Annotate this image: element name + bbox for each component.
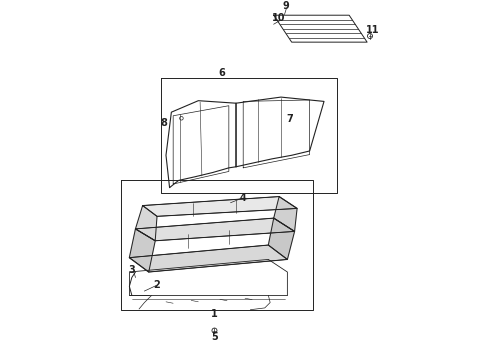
- Polygon shape: [274, 197, 297, 231]
- Text: 10: 10: [272, 13, 286, 23]
- Text: 6: 6: [218, 68, 225, 78]
- Polygon shape: [269, 218, 294, 260]
- Polygon shape: [129, 229, 155, 272]
- Polygon shape: [135, 206, 157, 241]
- Text: 8: 8: [161, 118, 168, 128]
- Text: 9: 9: [283, 1, 290, 11]
- Polygon shape: [135, 218, 294, 241]
- Text: 3: 3: [128, 265, 135, 275]
- Text: 4: 4: [240, 193, 246, 203]
- Polygon shape: [143, 197, 297, 216]
- Polygon shape: [129, 245, 287, 272]
- Text: 1: 1: [211, 309, 218, 319]
- Text: 11: 11: [366, 25, 379, 35]
- Text: 7: 7: [287, 114, 294, 124]
- Text: 5: 5: [211, 332, 218, 342]
- Text: 2: 2: [154, 280, 160, 289]
